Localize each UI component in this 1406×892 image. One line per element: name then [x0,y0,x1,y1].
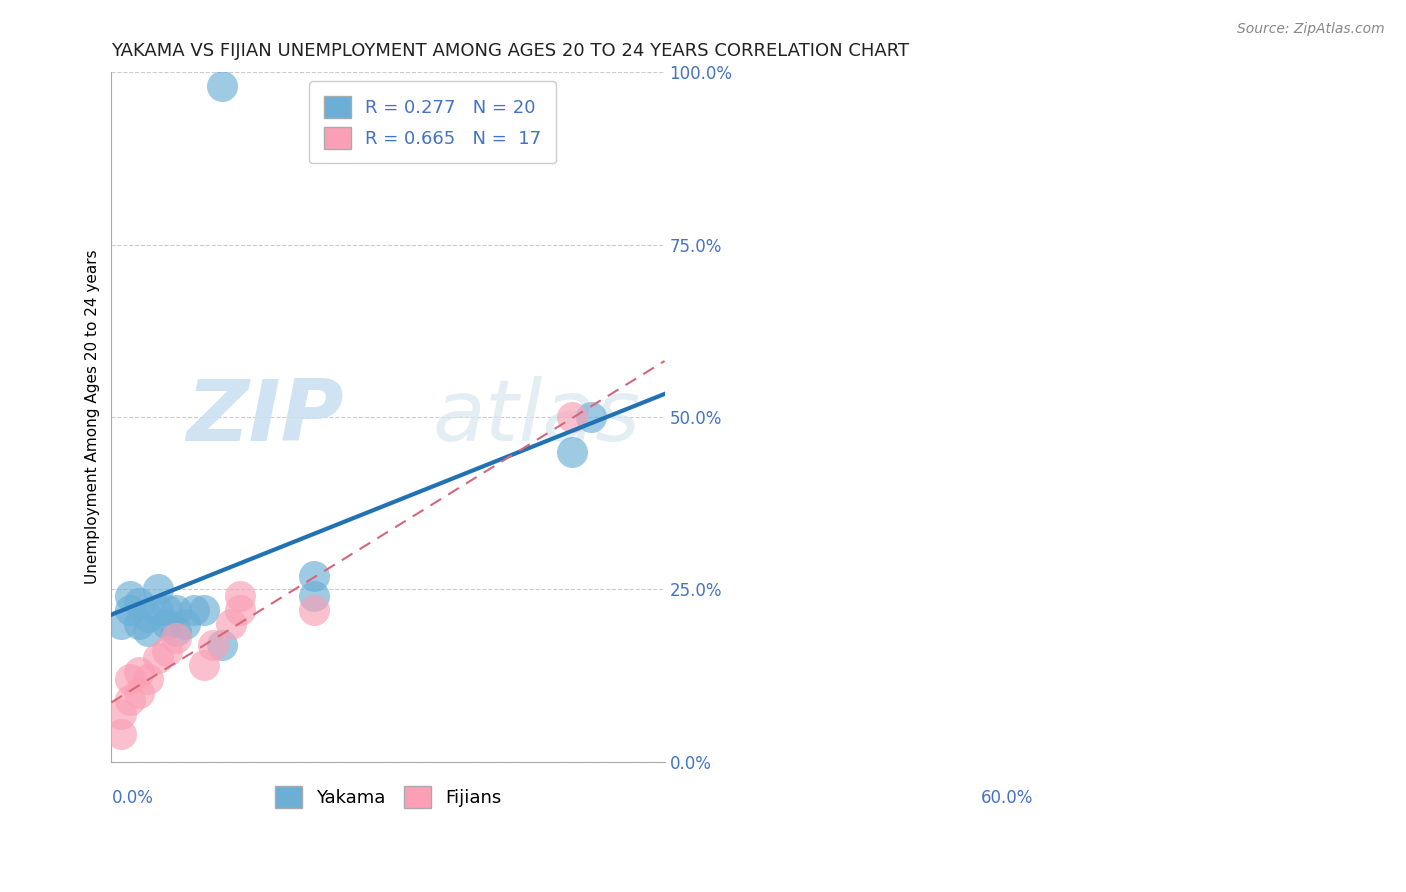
Text: 0.0%: 0.0% [111,789,153,807]
Y-axis label: Unemployment Among Ages 20 to 24 years: Unemployment Among Ages 20 to 24 years [86,250,100,584]
Text: ZIP: ZIP [186,376,343,458]
Point [118,672,141,686]
Point [579,410,602,425]
Point [302,568,325,582]
Point [156,616,179,631]
Point [128,616,150,631]
Point [156,603,179,617]
Text: Source: ZipAtlas.com: Source: ZipAtlas.com [1237,22,1385,37]
Point [118,692,141,706]
Point [211,79,233,94]
Point [156,644,179,658]
Point [118,603,141,617]
Point [146,582,169,597]
Point [302,590,325,604]
Legend: Yakama, Fijians: Yakama, Fijians [267,779,509,814]
Point [561,410,583,425]
Point [165,631,187,645]
Point [193,603,215,617]
Point [136,672,159,686]
Point [183,603,205,617]
Point [165,624,187,638]
Point [193,658,215,673]
Point [136,624,159,638]
Point [219,616,242,631]
Point [128,596,150,610]
Point [128,686,150,700]
Point [201,638,224,652]
Point [118,590,141,604]
Point [174,616,197,631]
Text: YAKAMA VS FIJIAN UNEMPLOYMENT AMONG AGES 20 TO 24 YEARS CORRELATION CHART: YAKAMA VS FIJIAN UNEMPLOYMENT AMONG AGES… [111,42,910,60]
Point [128,665,150,680]
Point [146,603,169,617]
Point [146,651,169,665]
Point [302,603,325,617]
Point [229,603,252,617]
Point [136,610,159,624]
Text: atlas: atlas [432,376,640,458]
Point [165,603,187,617]
Point [110,706,132,721]
Point [561,444,583,458]
Point [110,616,132,631]
Text: 60.0%: 60.0% [981,789,1033,807]
Point [211,638,233,652]
Point [110,727,132,741]
Point [229,590,252,604]
